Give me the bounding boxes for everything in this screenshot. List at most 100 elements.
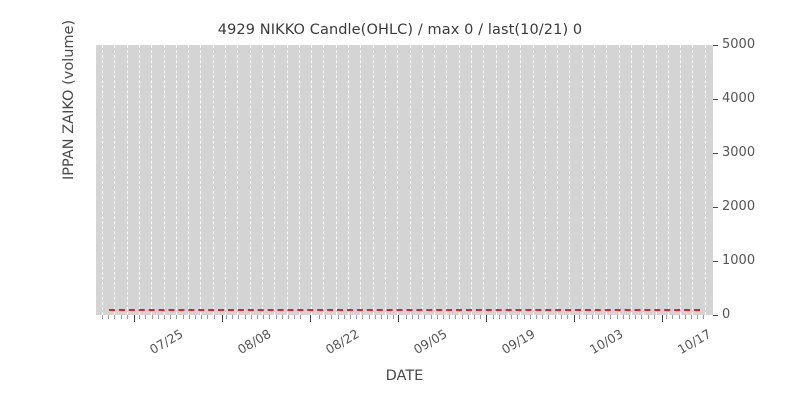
x-axis-minor-tick bbox=[126, 315, 128, 319]
gridline-vertical bbox=[532, 45, 534, 315]
x-axis-minor-tick bbox=[622, 315, 624, 319]
x-axis-minor-tick bbox=[207, 315, 209, 319]
x-tick-label: 10/03 bbox=[586, 326, 626, 358]
x-axis-minor-tick bbox=[585, 315, 587, 319]
x-axis-minor-tick bbox=[616, 315, 618, 319]
gridline-vertical bbox=[630, 45, 632, 315]
gridline-vertical bbox=[151, 45, 153, 315]
gridline-vertical bbox=[471, 45, 472, 315]
x-axis-minor-tick bbox=[145, 315, 147, 319]
x-axis-minor-tick bbox=[319, 315, 320, 319]
gridline-vertical bbox=[286, 45, 288, 315]
x-axis-minor-tick bbox=[436, 315, 438, 319]
x-axis-minor-tick bbox=[579, 315, 581, 319]
gridline-vertical bbox=[397, 45, 399, 315]
x-axis-minor-tick bbox=[244, 315, 246, 319]
gridline-vertical bbox=[114, 45, 116, 315]
x-axis: 07/25 08/08 08/22 09/05 09/19 10/03 10/17 bbox=[96, 315, 714, 375]
x-axis-minor-tick bbox=[393, 315, 395, 319]
x-axis-minor-tick bbox=[505, 315, 506, 319]
x-axis-minor-tick bbox=[666, 315, 668, 319]
y-axis-title: IPPAN ZAIKO (volume) bbox=[61, 19, 77, 180]
gridline-vertical bbox=[667, 45, 669, 315]
gridline-vertical bbox=[163, 45, 165, 315]
x-axis-minor-tick bbox=[269, 315, 271, 319]
x-axis-minor-tick bbox=[325, 315, 327, 319]
x-axis-minor-tick bbox=[182, 315, 184, 319]
x-axis-minor-tick bbox=[418, 315, 420, 319]
x-axis-minor-tick bbox=[337, 315, 339, 319]
x-axis-minor-tick bbox=[604, 315, 606, 319]
gridline-vertical bbox=[458, 45, 460, 315]
x-axis-minor-tick bbox=[461, 315, 463, 319]
plot-area bbox=[96, 45, 713, 315]
gridline-vertical bbox=[581, 45, 583, 315]
x-axis-minor-tick bbox=[635, 315, 637, 319]
gridline-vertical bbox=[335, 45, 337, 315]
x-axis-minor-tick bbox=[610, 315, 612, 319]
x-axis-minor-tick bbox=[412, 315, 413, 319]
x-axis-minor-tick bbox=[629, 315, 630, 319]
x-axis-minor-tick bbox=[474, 315, 475, 319]
x-tick-label: 09/19 bbox=[498, 326, 538, 358]
gridline-vertical bbox=[225, 45, 226, 315]
x-axis-minor-tick bbox=[678, 315, 680, 319]
x-axis-major-tick bbox=[222, 315, 223, 322]
x-axis-minor-tick bbox=[536, 315, 537, 319]
x-axis-major-tick bbox=[310, 315, 311, 322]
x-axis-minor-tick bbox=[300, 315, 302, 319]
gridline-vertical bbox=[544, 45, 546, 315]
x-axis-minor-tick bbox=[653, 315, 655, 319]
y-tick-mark bbox=[713, 260, 718, 262]
x-axis-minor-tick bbox=[467, 315, 469, 319]
gridline-vertical bbox=[298, 45, 300, 315]
y-tick-mark bbox=[713, 98, 718, 100]
x-axis-major-tick bbox=[486, 315, 487, 322]
gridline-vertical bbox=[372, 45, 374, 315]
gridline-vertical bbox=[520, 45, 522, 315]
y-tick-label: 1000 bbox=[722, 253, 756, 268]
x-axis-minor-tick bbox=[195, 315, 196, 319]
x-axis-minor-tick bbox=[567, 315, 568, 319]
x-axis-minor-tick bbox=[542, 315, 544, 319]
x-axis-minor-tick bbox=[226, 315, 227, 319]
y-tick-mark bbox=[713, 314, 718, 316]
x-axis-minor-tick bbox=[263, 315, 265, 319]
gridline-vertical bbox=[507, 45, 509, 315]
gridline-vertical bbox=[692, 45, 694, 315]
x-axis-minor-tick bbox=[691, 315, 692, 319]
x-axis-minor-tick bbox=[387, 315, 389, 319]
x-axis-minor-tick bbox=[331, 315, 333, 319]
gridline-vertical bbox=[102, 45, 103, 315]
x-axis-minor-tick bbox=[151, 315, 153, 319]
x-axis-major-tick bbox=[134, 315, 135, 322]
x-tick-label: 08/22 bbox=[322, 326, 362, 358]
gridline-vertical bbox=[618, 45, 620, 315]
x-axis-minor-tick bbox=[381, 315, 382, 319]
x-axis-minor-tick bbox=[430, 315, 432, 319]
x-axis-major-tick bbox=[662, 315, 663, 322]
x-axis-minor-tick bbox=[108, 315, 110, 319]
x-axis-minor-tick bbox=[449, 315, 451, 319]
gridline-vertical bbox=[594, 45, 595, 315]
x-axis-minor-tick bbox=[703, 315, 705, 319]
gridline-vertical bbox=[274, 45, 276, 315]
x-axis-minor-tick bbox=[405, 315, 407, 319]
x-axis-minor-tick bbox=[511, 315, 513, 319]
y-tick-label: 0 bbox=[722, 307, 731, 322]
gridline-vertical bbox=[569, 45, 571, 315]
y-tick-label: 2000 bbox=[722, 199, 756, 214]
x-axis-minor-tick bbox=[201, 315, 203, 319]
x-axis-minor-tick bbox=[374, 315, 376, 319]
gridline-vertical bbox=[680, 45, 682, 315]
x-axis-minor-tick bbox=[170, 315, 172, 319]
x-axis-minor-tick bbox=[492, 315, 494, 319]
x-axis-minor-tick bbox=[517, 315, 519, 319]
x-axis-minor-tick bbox=[554, 315, 556, 319]
x-axis-minor-tick bbox=[672, 315, 674, 319]
x-axis-minor-tick bbox=[548, 315, 550, 319]
gridline-vertical bbox=[495, 45, 497, 315]
x-axis-minor-tick bbox=[102, 315, 103, 319]
x-axis-minor-tick bbox=[362, 315, 364, 319]
gridline-vertical bbox=[360, 45, 362, 315]
